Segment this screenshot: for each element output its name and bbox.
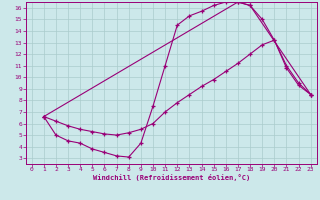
X-axis label: Windchill (Refroidissement éolien,°C): Windchill (Refroidissement éolien,°C)	[92, 174, 250, 181]
